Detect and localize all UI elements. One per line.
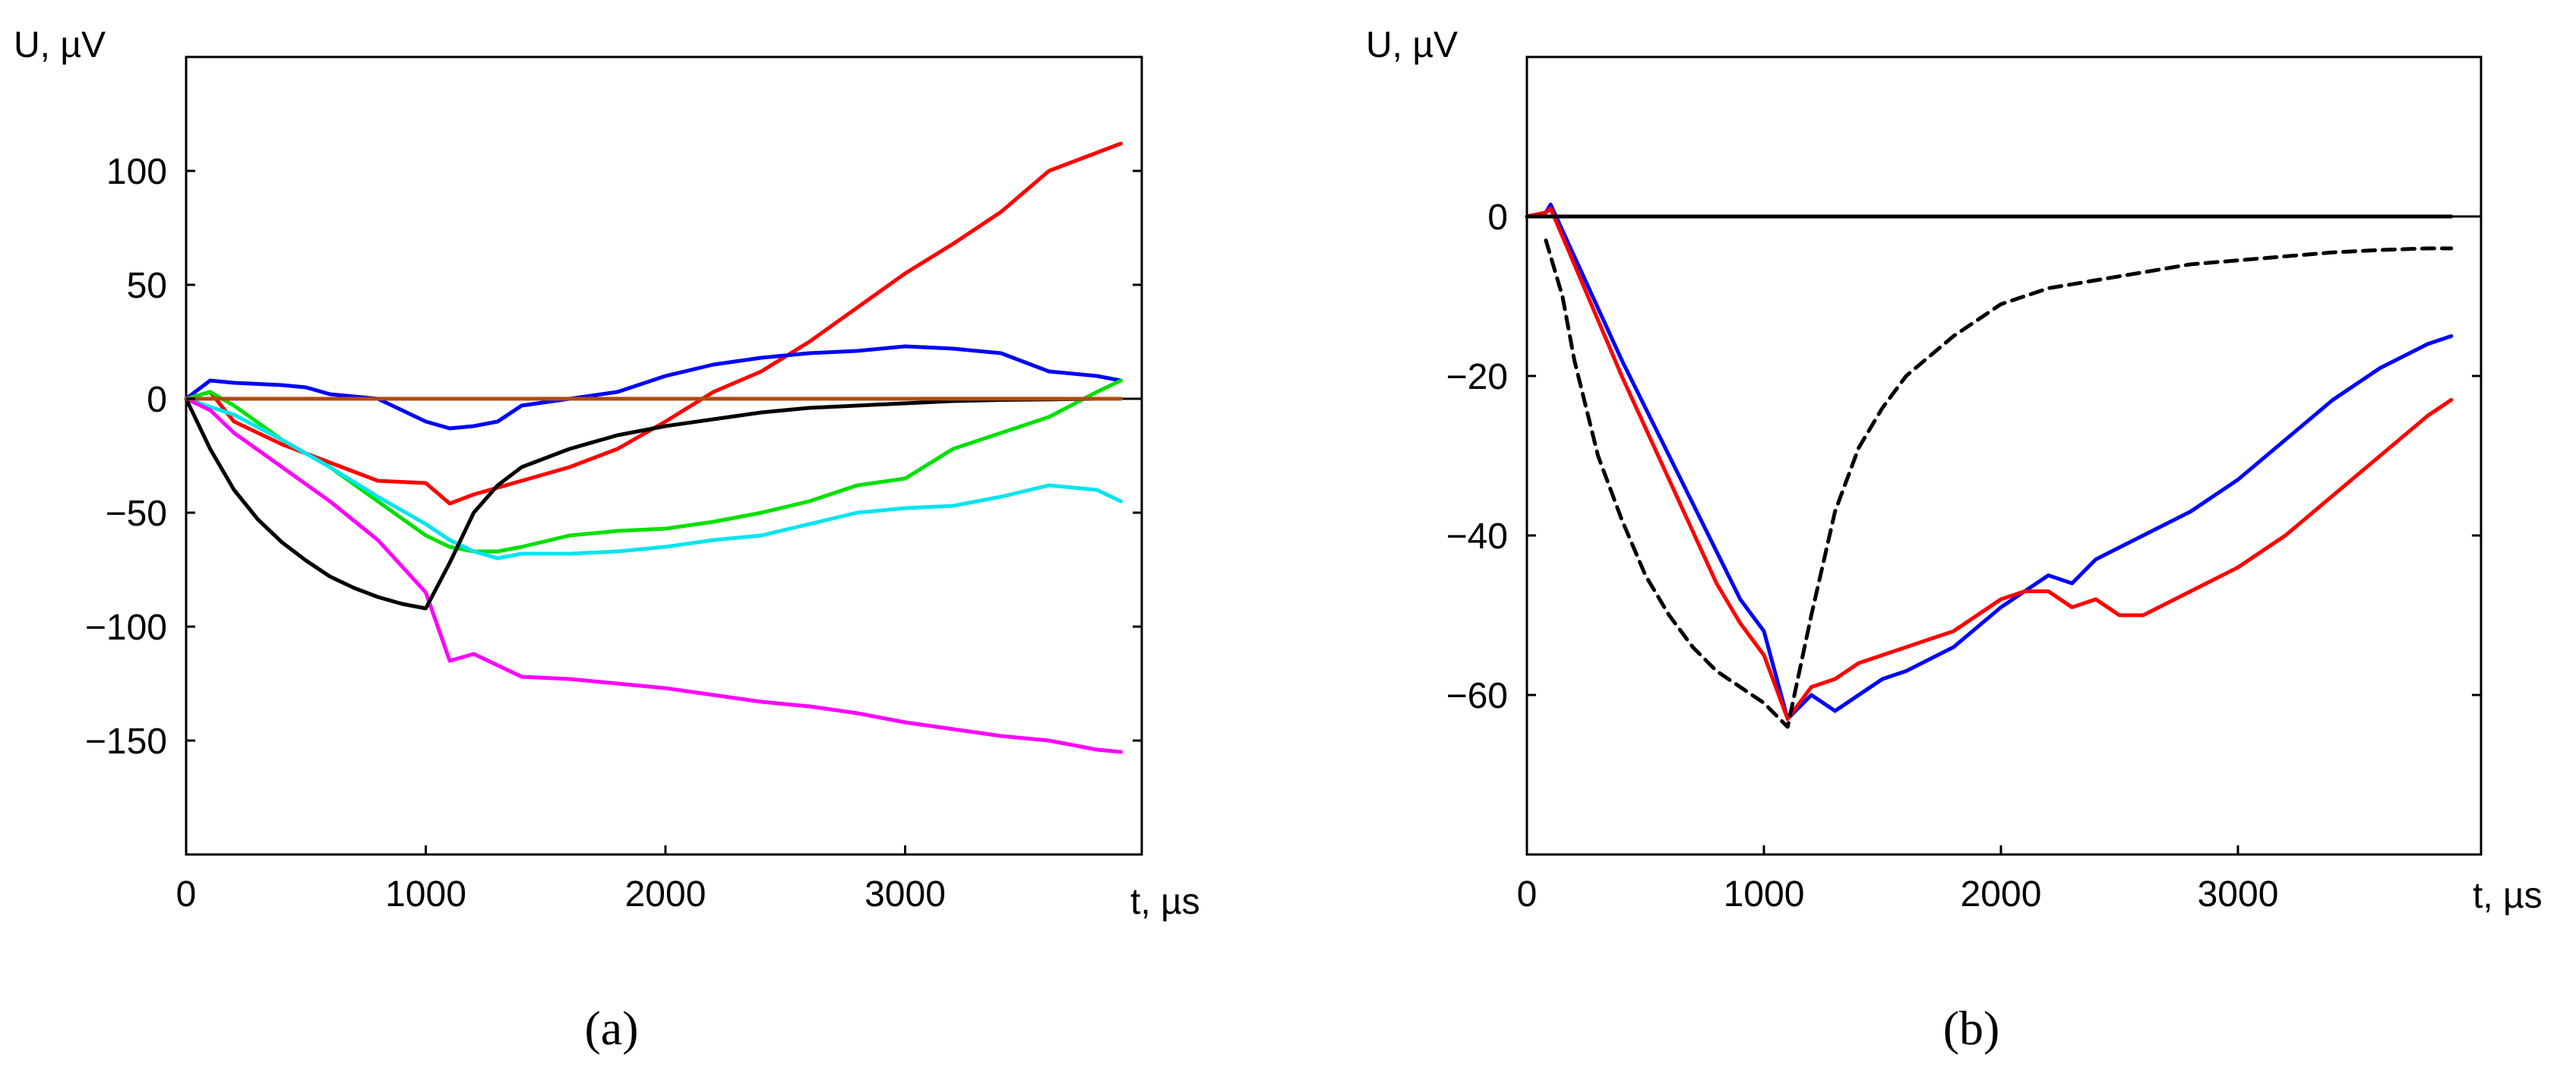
panel-b-series xyxy=(1525,202,2454,729)
panel-a-series xyxy=(184,141,1123,754)
panel-a-x-tick-label: 0 xyxy=(176,874,197,914)
panel-a-x-axis-label: t, µs xyxy=(1130,882,1200,922)
panel-b-frame xyxy=(1525,55,2483,856)
panel-a-series-blue xyxy=(184,344,1123,431)
panel-b-y-tick-label: 0 xyxy=(1487,197,1508,238)
panel-a-x-tick-label: 3000 xyxy=(864,874,946,914)
panel-a: 100 50 0 −50 −100 −150 0 1000 2000 3000 U, µV t,… xyxy=(14,25,1200,1055)
panel-a-x-tick-label: 2000 xyxy=(625,874,706,914)
panel-b-y-tick-label: −20 xyxy=(1446,357,1508,397)
panel-b-series-red xyxy=(1525,207,2454,721)
panel-a-series-red xyxy=(184,141,1123,506)
panel-b-y-tick-label: −40 xyxy=(1446,516,1508,557)
panel-b-x-tick-label: 2000 xyxy=(1961,874,2042,914)
panel-b-y-ticks: 0 −20 −40 −60 xyxy=(1446,197,2481,716)
panel-a-y-ticks: 100 50 0 −50 −100 −150 xyxy=(85,152,1142,762)
panel-a-x-ticks: 0 1000 2000 3000 xyxy=(176,845,946,914)
panel-a-y-tick-label: −150 xyxy=(85,722,167,762)
panel-a-y-tick-label: 100 xyxy=(106,152,167,192)
panel-b-x-axis-label: t, µs xyxy=(2473,876,2543,916)
panel-a-y-tick-label: 50 xyxy=(127,266,167,306)
panel-b-x-ticks: 0 1000 2000 3000 xyxy=(1517,845,2279,914)
panel-a-caption: (a) xyxy=(584,1001,638,1055)
panel-a-x-tick-label: 1000 xyxy=(385,874,466,914)
panel-a-series-black xyxy=(184,396,1123,611)
panel-a-y-axis-label: U, µV xyxy=(14,25,106,65)
panel-a-y-tick-label: 0 xyxy=(147,380,167,420)
panel-a-y-tick-label: −50 xyxy=(106,494,167,534)
panel-b-y-tick-label: −60 xyxy=(1446,676,1508,716)
panel-a-series-magenta xyxy=(184,396,1123,754)
panel-b-y-axis-label: U, µV xyxy=(1366,25,1458,65)
panel-b-caption: (b) xyxy=(1943,1001,2000,1055)
panel-b-series-black-dashed xyxy=(1544,238,2454,729)
panel-b-x-tick-label: 3000 xyxy=(2198,874,2279,914)
panel-a-series-cyan xyxy=(184,396,1123,561)
panel-b-series-blue xyxy=(1525,202,2454,721)
panel-a-frame xyxy=(185,55,1143,856)
panel-a-y-tick-label: −100 xyxy=(85,608,167,648)
panel-b: 0 −20 −40 −60 0 1000 2000 3000 U, µV t, µs (b) xyxy=(1366,25,2543,1055)
panel-b-x-tick-label: 1000 xyxy=(1724,874,1805,914)
panel-b-x-tick-label: 0 xyxy=(1517,874,1538,914)
